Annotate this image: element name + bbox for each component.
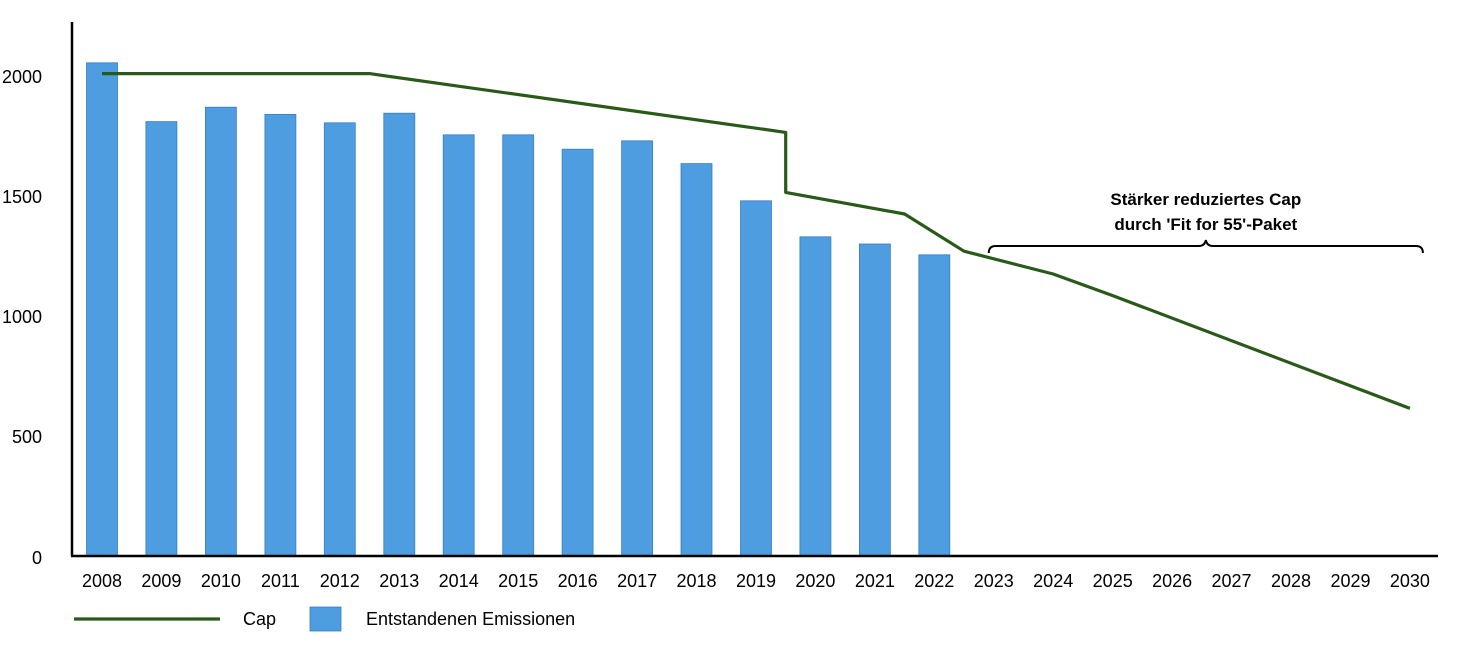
x-tick-label-2015: 2015 xyxy=(498,571,538,591)
x-tick-label-2024: 2024 xyxy=(1033,571,1073,591)
x-tick-label-2021: 2021 xyxy=(855,571,895,591)
legend-emissions-swatch xyxy=(309,606,342,632)
x-tick-label-2016: 2016 xyxy=(558,571,598,591)
y-tick-label-0: 0 xyxy=(32,548,42,568)
x-tick-label-2022: 2022 xyxy=(914,571,954,591)
x-tick-label-2027: 2027 xyxy=(1211,571,1251,591)
x-tick-label-2010: 2010 xyxy=(201,571,241,591)
bar-2020 xyxy=(799,236,832,557)
x-tick-label-2019: 2019 xyxy=(736,571,776,591)
y-tick-label-2000: 2000 xyxy=(2,67,42,87)
fit-for-55-brace xyxy=(987,239,1424,254)
x-tick-label-2013: 2013 xyxy=(379,571,419,591)
x-tick-label-2026: 2026 xyxy=(1152,571,1192,591)
bar-2018 xyxy=(680,163,713,557)
x-tick-label-2017: 2017 xyxy=(617,571,657,591)
tick-labels-layer: 0 500 1000 1500 2000 2008 2009 2010 2011 2012 2013… xyxy=(2,67,1430,591)
bar-2010 xyxy=(204,106,237,557)
x-tick-label-2014: 2014 xyxy=(439,571,479,591)
cap-line-layer xyxy=(102,71,1411,410)
bar-2011 xyxy=(264,114,297,557)
bar-2017 xyxy=(621,140,653,557)
bar-2021 xyxy=(859,243,891,557)
annotation-layer: Stärker reduziertes Cap durch 'Fit for 55… xyxy=(987,190,1424,254)
x-tick-label-2018: 2018 xyxy=(676,571,716,591)
bar-2009 xyxy=(145,121,178,557)
bar-2016 xyxy=(561,148,594,557)
bar-2019 xyxy=(740,200,772,557)
x-tick-label-2012: 2012 xyxy=(320,571,360,591)
x-tick-label-2025: 2025 xyxy=(1093,571,1133,591)
cap-line xyxy=(102,71,1411,410)
annotation-line-2: durch 'Fit for 55'-Paket xyxy=(1114,215,1297,234)
x-tick-label-2020: 2020 xyxy=(795,571,835,591)
x-tick-label-2030: 2030 xyxy=(1390,571,1430,591)
bar-2013 xyxy=(383,112,416,557)
axes-layer xyxy=(70,22,1438,558)
x-tick-label-2008: 2008 xyxy=(82,571,122,591)
bar-2012 xyxy=(323,122,356,557)
bar-2008 xyxy=(86,62,118,557)
legend-cap-label: Cap xyxy=(243,609,276,629)
x-tick-label-2028: 2028 xyxy=(1271,571,1311,591)
y-tick-label-1000: 1000 xyxy=(2,307,42,327)
x-tick-label-2009: 2009 xyxy=(141,571,181,591)
x-tick-label-2023: 2023 xyxy=(974,571,1014,591)
y-tick-label-500: 500 xyxy=(12,427,42,447)
legend: Cap Entstandenen Emissionen xyxy=(74,606,575,632)
x-tick-label-2029: 2029 xyxy=(1330,571,1370,591)
bar-2015 xyxy=(502,134,535,557)
bars-layer xyxy=(86,62,951,557)
bar-2022 xyxy=(918,254,951,557)
bar-2014 xyxy=(442,134,475,557)
annotation-line-1: Stärker reduziertes Cap xyxy=(1110,190,1301,209)
legend-emissions-label: Entstandenen Emissionen xyxy=(366,609,575,629)
y-tick-label-1500: 1500 xyxy=(2,187,42,207)
x-tick-label-2011: 2011 xyxy=(261,571,300,591)
